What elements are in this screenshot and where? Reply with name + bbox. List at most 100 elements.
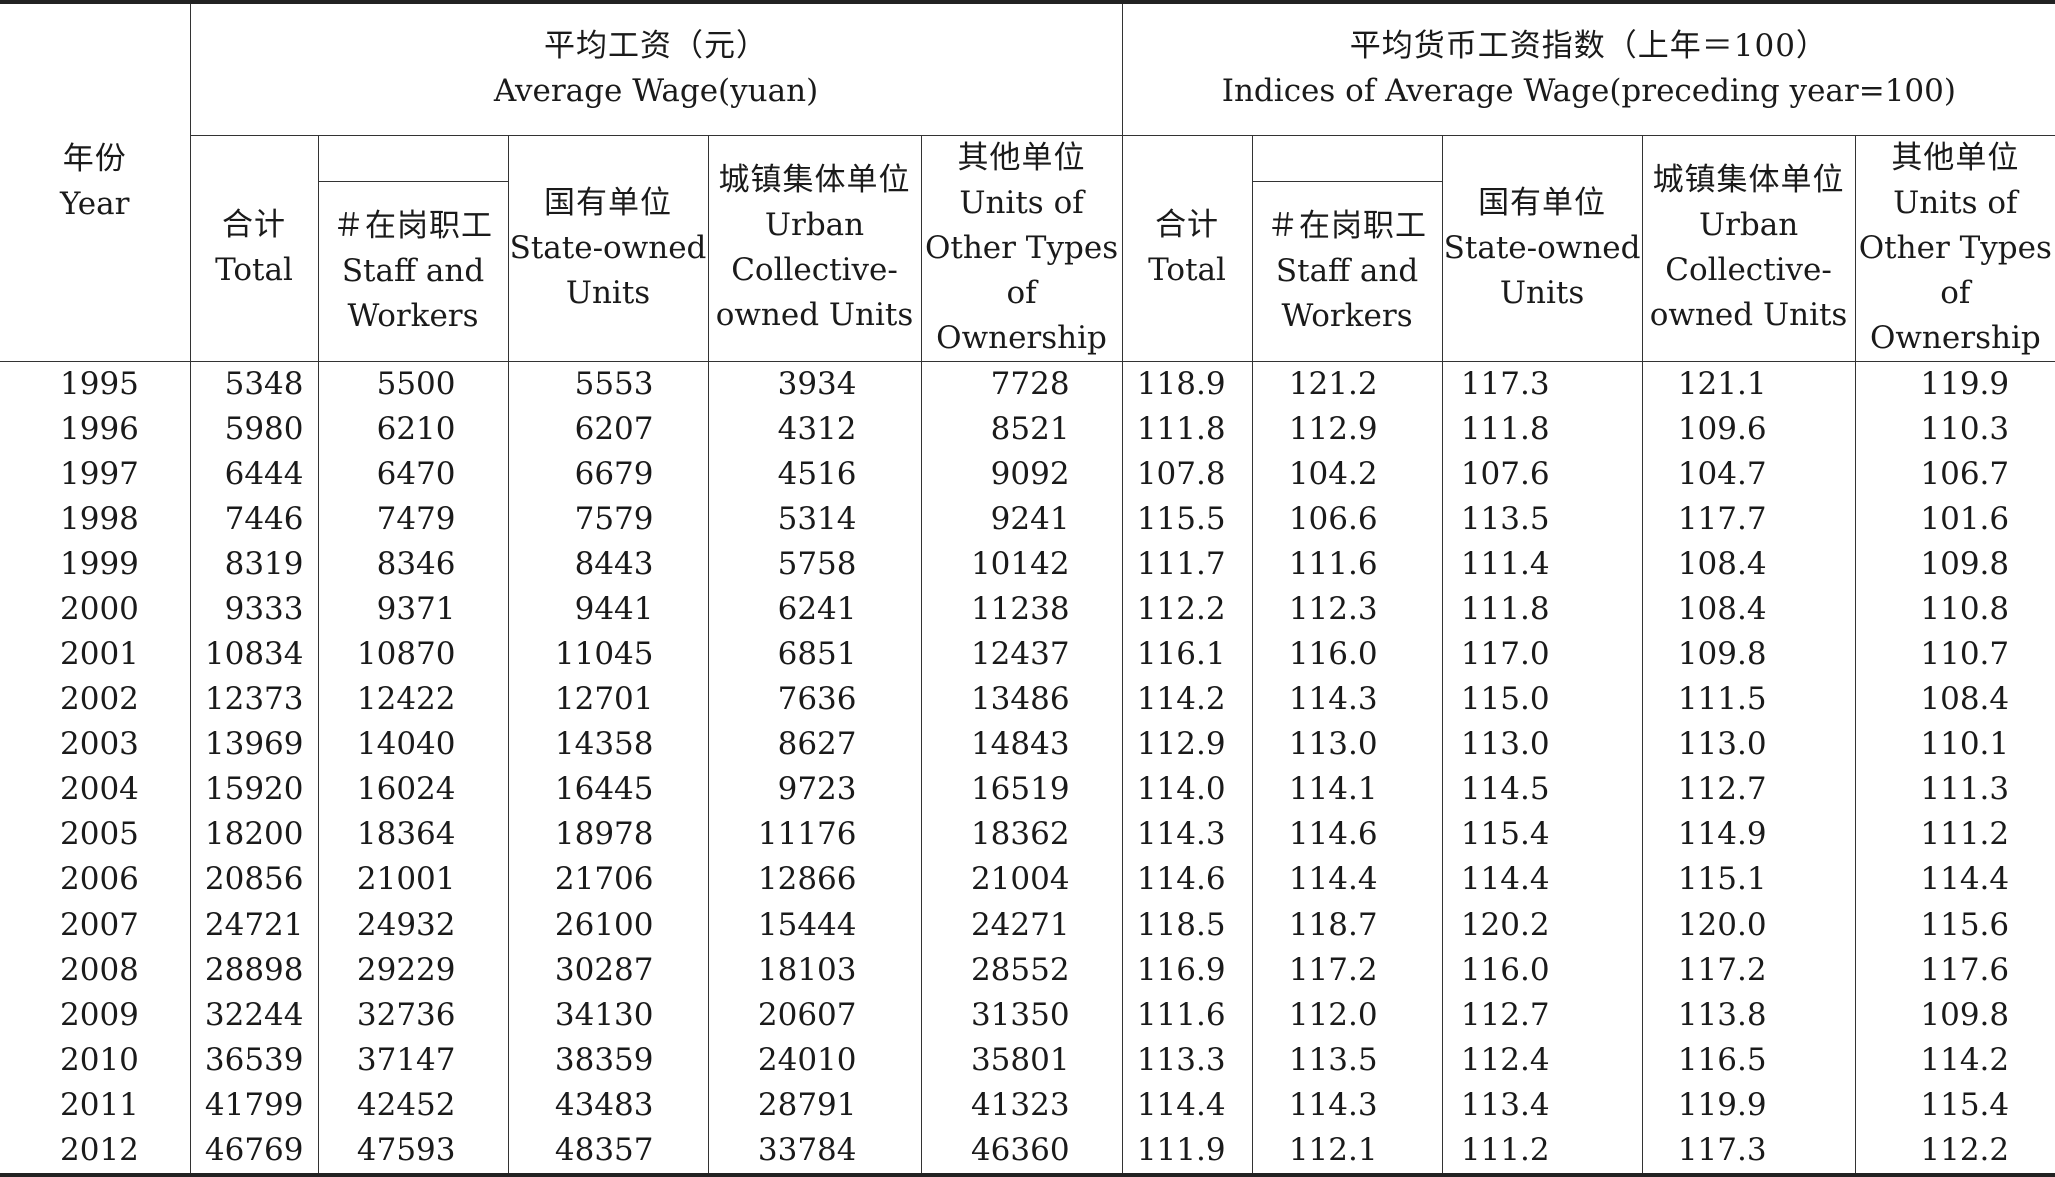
staff-index-cell: 117.2 [1251, 947, 1443, 993]
other-units-index-cell: 115.4 [1854, 1082, 2055, 1128]
table-row: 1996 5980 6210 6207 4312 8521 111.8 112.9 111.8 1… [0, 406, 2055, 452]
staff-index-cell: 112.0 [1251, 992, 1443, 1038]
state-owned-index-cell: 120.2 [1441, 902, 1643, 948]
col-header-index-other-units: 其他单位 Units of Other Types of Ownership [1854, 135, 2055, 362]
staff-index-cell: 114.4 [1251, 857, 1443, 903]
state-owned-wage-cell: 6679 [507, 451, 708, 497]
staff-index-cell: 111.6 [1251, 541, 1443, 587]
total-index-cell: 116.1 [1121, 631, 1253, 678]
urban-collective-index-cell: 108.4 [1641, 541, 1856, 587]
state-owned-wage-cell: 38359 [507, 1037, 708, 1083]
state-owned-wage-cell: 7579 [507, 496, 708, 542]
col-header-index-staff-workers: ＃在岗职工 Staff and Workers [1251, 181, 1443, 362]
other-units-index-cell: 110.7 [1854, 631, 2055, 678]
other-units-wage-cell: 8521 [920, 406, 1123, 452]
state-owned-wage-cell: 6207 [507, 406, 708, 452]
other-units-index-cell: 101.6 [1854, 496, 2055, 542]
staff-index-cell: 113.5 [1251, 1037, 1443, 1083]
other-units-wage-cell: 13486 [920, 677, 1123, 723]
other-units-wage-cell: 11238 [920, 586, 1123, 632]
total-index-cell: 114.0 [1121, 767, 1253, 813]
table-row: 2002 12373 12422 12701 7636 13486 114.2 114.3 11… [0, 677, 2055, 723]
state-owned-wage-cell: 8443 [507, 541, 708, 587]
year-cell: 1998 [60, 500, 139, 537]
state-owned-index-cell: 113.0 [1441, 722, 1643, 768]
state-owned-wage-cell: 21706 [507, 857, 708, 903]
year-cell: 2007 [60, 906, 139, 943]
urban-collective-index-cell: 115.1 [1641, 857, 1856, 903]
urban-collective-index-cell: 111.5 [1641, 677, 1856, 723]
staff-wage-cell: 6470 [317, 451, 508, 497]
staff-wage-cell: 12422 [317, 677, 508, 723]
staff-wage-cell: 21001 [317, 857, 508, 903]
other-units-wage-cell: 31350 [920, 992, 1123, 1038]
other-units-wage-cell: 28552 [920, 947, 1123, 993]
total-wage-cell: 8319 [189, 541, 318, 587]
staff-wage-cell: 9371 [317, 586, 508, 632]
year-cell: 2002 [60, 681, 139, 718]
urban-collective-index-cell: 104.7 [1641, 451, 1856, 497]
col-header-zh: 其他单位 [957, 139, 1086, 176]
staff-wage-cell: 32736 [317, 992, 508, 1038]
total-index-cell: 114.3 [1121, 812, 1253, 858]
staff-index-cell: 118.7 [1251, 902, 1443, 948]
col-header-zh: ＃在岗职工 [333, 207, 493, 244]
other-units-wage-cell: 24271 [920, 902, 1123, 948]
average-wage-group-zh: 平均工资（元） [544, 28, 769, 65]
table-row: 2006 20856 21001 21706 12866 21004 114.6 114.4 1… [0, 857, 2055, 903]
urban-collective-index-cell: 120.0 [1641, 902, 1856, 948]
urban-collective-wage-cell: 3934 [707, 361, 921, 407]
total-index-cell: 111.8 [1121, 406, 1253, 452]
total-wage-cell: 12373 [189, 677, 318, 723]
staff-index-cell: 114.6 [1251, 812, 1443, 858]
staff-subgroup-spacer [317, 135, 508, 182]
state-owned-index-cell: 115.4 [1441, 812, 1643, 858]
urban-collective-wage-cell: 8627 [707, 722, 921, 768]
total-wage-cell: 24721 [189, 902, 318, 948]
col-header-zh: 合计 [1155, 207, 1220, 243]
col-header-zh: ＃在岗职工 [1267, 207, 1428, 244]
staff-wage-cell: 8346 [317, 541, 508, 587]
other-units-index-cell: 111.2 [1854, 812, 2055, 858]
urban-collective-wage-cell: 18103 [707, 947, 921, 993]
other-units-wage-cell: 21004 [920, 857, 1123, 903]
state-owned-index-cell: 115.0 [1441, 677, 1643, 723]
state-owned-wage-cell: 5553 [507, 361, 708, 407]
total-index-cell: 112.2 [1121, 586, 1253, 632]
total-index-cell: 114.2 [1121, 677, 1253, 723]
state-owned-index-cell: 111.4 [1441, 541, 1643, 587]
state-owned-wage-cell: 12701 [507, 677, 708, 723]
total-index-cell: 115.5 [1121, 496, 1253, 542]
urban-collective-wage-cell: 33784 [707, 1128, 921, 1177]
year-cell: 1997 [60, 455, 139, 492]
other-units-wage-cell: 12437 [920, 631, 1123, 678]
table-header: 年份 Year 平均工资（元） Average Wage(yuan) 平均货币工… [0, 0, 2055, 362]
state-owned-wage-cell: 26100 [507, 902, 708, 948]
other-units-wage-cell: 9241 [920, 496, 1123, 542]
wage-index-group-header: 平均货币工资指数（上年＝100） Indices of Average Wage… [1121, 0, 2055, 136]
table-row: 1997 6444 6470 6679 4516 9092 107.8 104.2 107.6 1… [0, 451, 2055, 497]
urban-collective-index-cell: 117.7 [1641, 496, 1856, 542]
year-cell: 1995 [60, 365, 139, 402]
urban-collective-index-cell: 109.8 [1641, 631, 1856, 678]
other-units-index-cell: 109.8 [1854, 541, 2055, 587]
urban-collective-index-cell: 119.9 [1641, 1082, 1856, 1128]
staff-subgroup-spacer [1251, 135, 1443, 182]
other-units-wage-cell: 7728 [920, 361, 1123, 407]
year-cell: 1996 [60, 410, 139, 447]
other-units-index-cell: 111.3 [1854, 767, 2055, 813]
urban-collective-wage-cell: 5758 [707, 541, 921, 587]
year-header-en: Year [60, 186, 130, 223]
total-wage-cell: 6444 [189, 451, 318, 497]
col-header-zh: 城镇集体单位 [1652, 162, 1845, 198]
year-cell: 2000 [60, 590, 139, 627]
total-wage-cell: 41799 [189, 1082, 318, 1128]
urban-collective-index-cell: 117.2 [1641, 947, 1856, 993]
staff-wage-cell: 6210 [317, 406, 508, 452]
total-index-cell: 114.4 [1121, 1082, 1253, 1128]
state-owned-wage-cell: 9441 [507, 586, 708, 632]
total-index-cell: 114.6 [1121, 857, 1253, 903]
col-header-zh: 国有单位 [544, 184, 672, 221]
staff-wage-cell: 24932 [317, 902, 508, 948]
